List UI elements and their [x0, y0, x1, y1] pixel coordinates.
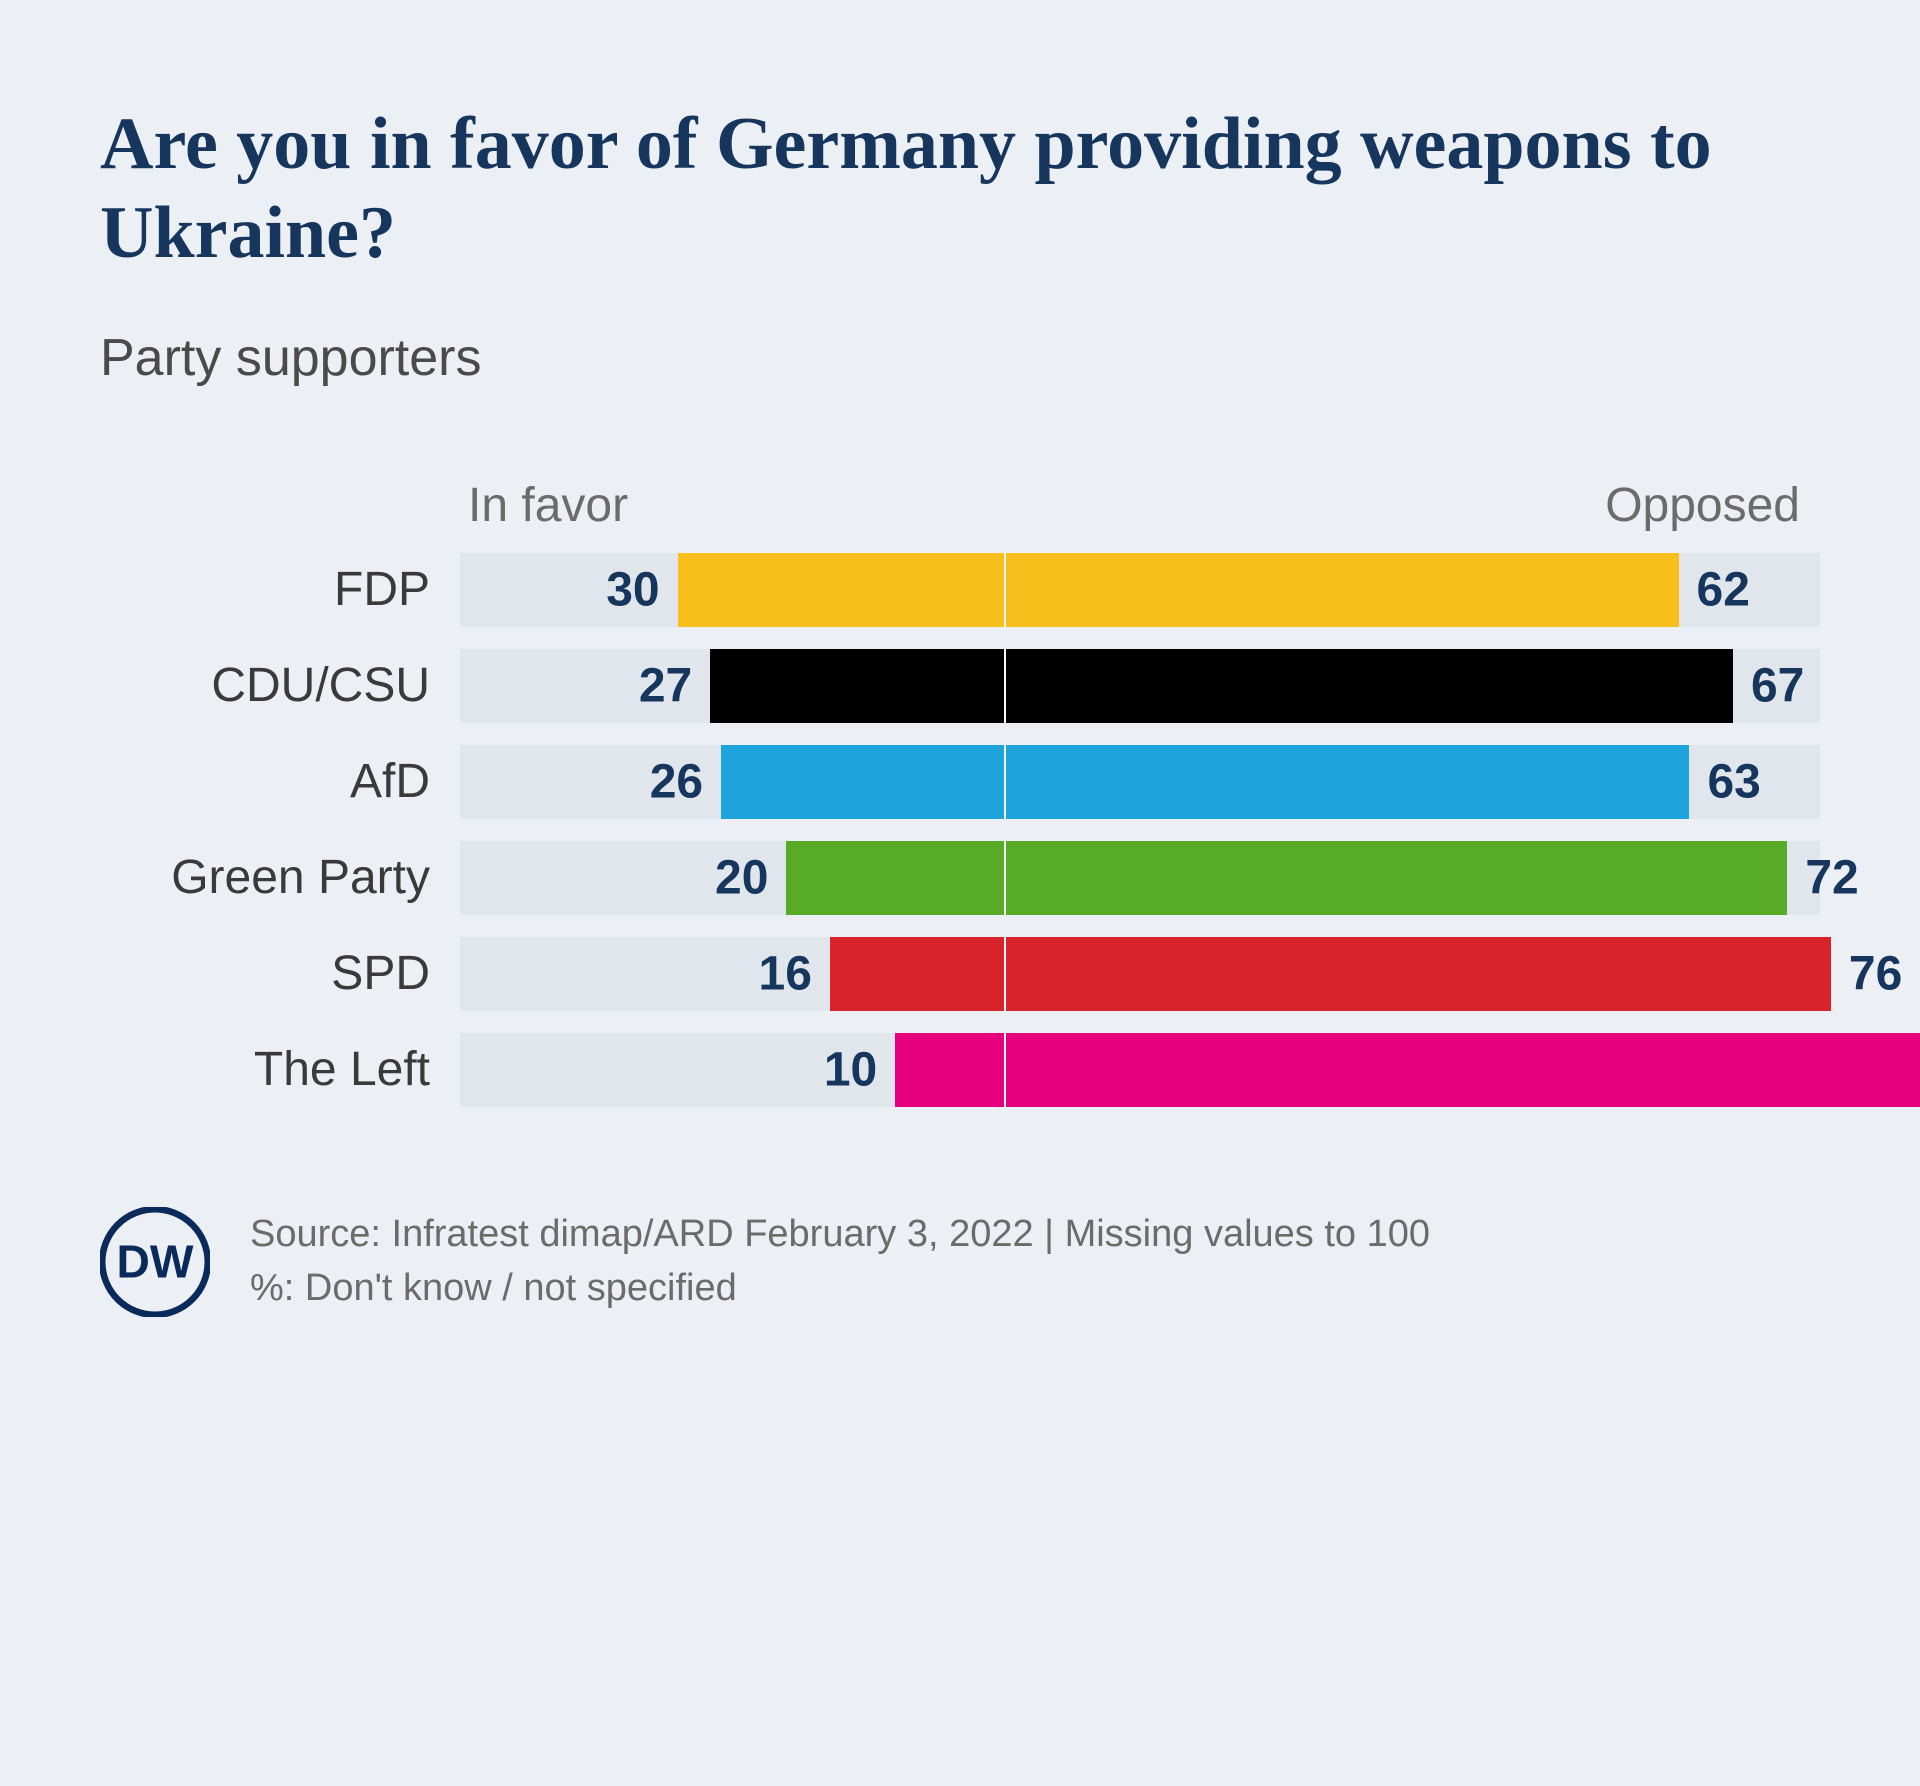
- bar-track: 2072: [460, 841, 1820, 915]
- bar-track: 27 67: [460, 649, 1820, 723]
- chart-headers: In favor Opposed: [100, 478, 1820, 533]
- bar-favor: [710, 649, 1004, 723]
- bar-oppose: [1004, 649, 1733, 723]
- header-opposed: Opposed: [1605, 478, 1820, 533]
- svg-text:DW: DW: [117, 1235, 194, 1287]
- value-favor: 16: [759, 946, 830, 1001]
- bar-track: 26 63: [460, 745, 1820, 819]
- bar-favor: [895, 1033, 1004, 1107]
- chart-rows: FDP 30 62 CDU/CSU 27 67 AfD 26 63 Green Party2072…: [100, 553, 1820, 1107]
- chart-title: Are you in favor of Germany providing we…: [100, 100, 1820, 278]
- bar-favor: [721, 745, 1004, 819]
- bar-row: The Left1086: [100, 1033, 1820, 1107]
- bar-row: CDU/CSU 27 67: [100, 649, 1820, 723]
- chart-footer: DW Source: Infratest dimap/ARD February …: [100, 1207, 1820, 1317]
- bar-track: 1086: [460, 1033, 1820, 1107]
- chart-subtitle: Party supporters: [100, 328, 1820, 388]
- header-in-favor: In favor: [460, 478, 628, 533]
- value-favor: 10: [824, 1042, 895, 1097]
- source-text: Source: Infratest dimap/ARD February 3, …: [250, 1208, 1450, 1314]
- value-favor: 27: [639, 658, 710, 713]
- value-favor: 26: [650, 754, 721, 809]
- value-favor: 20: [715, 850, 786, 905]
- bar-row: SPD1676: [100, 937, 1820, 1011]
- bar-row: AfD 26 63: [100, 745, 1820, 819]
- bar-track: 30 62: [460, 553, 1820, 627]
- party-label: Green Party: [100, 850, 460, 905]
- value-oppose: 67: [1733, 658, 1804, 713]
- party-label: FDP: [100, 562, 460, 617]
- bar-favor: [678, 553, 1004, 627]
- party-label: The Left: [100, 1042, 460, 1097]
- party-label: CDU/CSU: [100, 658, 460, 713]
- dw-logo-icon: DW: [100, 1207, 210, 1317]
- chart-container: In favor Opposed FDP3062CDU/CSU2767AfD26…: [100, 478, 1820, 1107]
- bar-oppose: [1004, 937, 1831, 1011]
- value-favor: 30: [606, 562, 677, 617]
- value-oppose: 63: [1689, 754, 1760, 809]
- bar-track: 1676: [460, 937, 1820, 1011]
- value-oppose: 62: [1679, 562, 1750, 617]
- bar-row: FDP 30 62: [100, 553, 1820, 627]
- value-oppose: 72: [1787, 850, 1858, 905]
- party-label: AfD: [100, 754, 460, 809]
- bar-row: Green Party2072: [100, 841, 1820, 915]
- bar-oppose: [1004, 553, 1679, 627]
- bar-oppose: [1004, 841, 1787, 915]
- value-oppose: 76: [1831, 946, 1902, 1001]
- party-label: SPD: [100, 946, 460, 1001]
- bar-favor: [830, 937, 1004, 1011]
- bar-favor: [786, 841, 1004, 915]
- bar-oppose: [1004, 745, 1689, 819]
- bar-oppose: [1004, 1033, 1920, 1107]
